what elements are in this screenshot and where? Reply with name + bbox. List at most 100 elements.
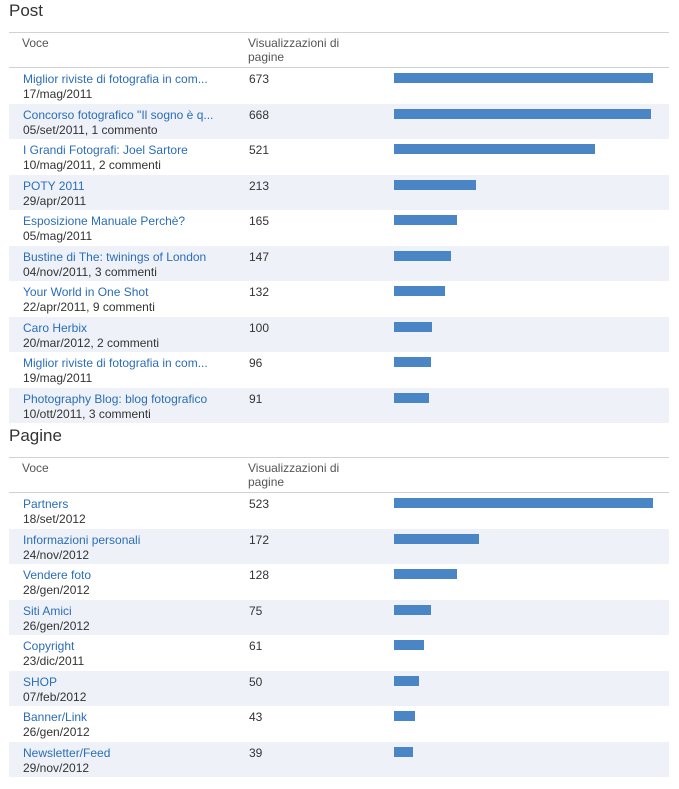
item-view-count: 523 [249, 497, 270, 511]
item-title-link[interactable]: Caro Herbix [23, 320, 88, 335]
item-title-link[interactable]: Informazioni personali [23, 532, 141, 547]
views-bar [394, 179, 476, 190]
item-title-link[interactable]: Your World in One Shot [23, 285, 149, 299]
item-title-link[interactable]: Copyright [23, 639, 75, 653]
views-bar [394, 569, 457, 579]
item-date-meta: 26/gen/2012 [23, 618, 90, 633]
item-view-count: 165 [249, 214, 270, 228]
item-date-meta: 24/nov/2012 [23, 547, 90, 562]
post-rows: Miglior riviste di fotografia in com... 1… [9, 68, 669, 423]
item-view-count: 132 [249, 285, 270, 299]
item-view-count: 96 [249, 356, 263, 370]
item-view-count: 521 [249, 143, 270, 157]
item-view-count: 50 [249, 674, 263, 689]
item-title-link[interactable]: Siti Amici [23, 603, 72, 618]
table-row: Your World in One Shot 22/apr/2011, 9 com… [9, 281, 669, 317]
item-title-link[interactable]: Miglior riviste di fotografia in com... [23, 356, 208, 370]
views-bar [394, 286, 445, 296]
item-date-meta: 22/apr/2011, 9 commenti [23, 300, 155, 314]
item-date-meta: 23/dic/2011 [23, 654, 85, 668]
item-title-link[interactable]: POTY 2011 [23, 178, 85, 193]
pagine-stats-table: Voce Visualizzazioni di pagine Partners 1… [9, 457, 669, 777]
item-title-link[interactable]: Newsletter/Feed [23, 745, 111, 760]
pagine-table-header: Voce Visualizzazioni di pagine [9, 457, 669, 493]
views-bar [394, 357, 431, 367]
column-header-views: Visualizzazioni di pagine [248, 461, 340, 489]
views-bar [394, 392, 429, 403]
item-date-meta: 28/gen/2012 [23, 583, 90, 597]
table-row: Bustine di The: twinings of London 04/nov… [9, 245, 669, 281]
views-bar [394, 108, 651, 119]
item-view-count: 147 [249, 249, 270, 264]
item-date-meta: 05/set/2011, 1 commento [23, 122, 158, 137]
item-date-meta: 26/gen/2012 [23, 725, 90, 739]
item-view-count: 100 [249, 320, 270, 335]
item-view-count: 128 [249, 568, 270, 582]
item-date-meta: 29/apr/2011 [23, 193, 87, 208]
table-row: Caro Herbix 20/mar/2012, 2 commenti 100 [9, 316, 669, 352]
column-header-voce: Voce [22, 36, 49, 50]
views-bar [394, 640, 424, 650]
views-bar [394, 675, 419, 686]
item-title-link[interactable]: Banner/Link [23, 710, 88, 724]
item-title-link[interactable]: Partners [23, 497, 69, 511]
item-date-meta: 05/mag/2011 [23, 229, 93, 243]
table-row: Miglior riviste di fotografia in com... 1… [9, 68, 669, 104]
item-view-count: 91 [249, 391, 263, 406]
post-stats-table: Voce Visualizzazioni di pagine Miglior r… [9, 32, 669, 423]
pagine-section-title: Pagine [9, 426, 62, 445]
table-row: Copyright 23/dic/2011 61 [9, 635, 669, 671]
item-title-link[interactable]: I Grandi Fotografi: Joel Sartore [23, 143, 188, 157]
table-row: Siti Amici 26/gen/2012 75 [9, 599, 669, 635]
item-date-meta: 29/nov/2012 [23, 760, 90, 775]
item-view-count: 172 [249, 532, 270, 547]
item-title-link[interactable]: Vendere foto [23, 568, 92, 582]
table-row: Vendere foto 28/gen/2012 128 [9, 564, 669, 600]
item-title-link[interactable]: SHOP [23, 674, 58, 689]
item-title-link[interactable]: Bustine di The: twinings of London [23, 249, 207, 264]
item-view-count: 43 [249, 710, 263, 724]
item-title-link[interactable]: Concorso fotografico "Il sogno è q... [23, 107, 214, 122]
views-bar [394, 498, 653, 508]
views-bar [394, 73, 653, 83]
table-row: Photography Blog: blog fotografico 10/ott… [9, 387, 669, 423]
post-table-header: Voce Visualizzazioni di pagine [9, 32, 669, 68]
item-title-link[interactable]: Miglior riviste di fotografia in com... [23, 72, 208, 86]
views-bar [394, 144, 595, 154]
table-row: Esposizione Manuale Perchè? 05/mag/2011 16… [9, 210, 669, 246]
item-title-link[interactable]: Photography Blog: blog fotografico [23, 391, 208, 406]
item-date-meta: 18/set/2012 [23, 512, 86, 526]
views-bar [394, 604, 431, 615]
views-bar [394, 533, 479, 544]
column-header-views: Visualizzazioni di pagine [248, 36, 340, 64]
item-date-meta: 17/mag/2011 [23, 87, 93, 101]
item-view-count: 75 [249, 603, 263, 618]
table-row: Banner/Link 26/gen/2012 43 [9, 706, 669, 742]
table-row: I Grandi Fotografi: Joel Sartore 10/mag/2… [9, 139, 669, 175]
views-bar [394, 321, 432, 332]
item-title-link[interactable]: Esposizione Manuale Perchè? [23, 214, 186, 228]
table-row: Newsletter/Feed 29/nov/2012 39 [9, 741, 669, 777]
pagine-rows: Partners 18/set/2012 523 Informazioni perso… [9, 493, 669, 777]
item-view-count: 39 [249, 745, 263, 760]
table-row: SHOP 07/feb/2012 50 [9, 670, 669, 706]
item-view-count: 61 [249, 639, 263, 653]
views-bar [394, 215, 457, 225]
views-bar [394, 711, 415, 721]
item-date-meta: 04/nov/2011, 3 commenti [23, 264, 157, 279]
item-view-count: 668 [249, 107, 270, 122]
item-view-count: 673 [249, 72, 270, 86]
column-header-voce: Voce [22, 461, 49, 475]
table-row: Partners 18/set/2012 523 [9, 493, 669, 529]
item-date-meta: 10/ott/2011, 3 commenti [23, 406, 151, 421]
item-date-meta: 10/mag/2011, 2 commenti [23, 158, 161, 172]
item-date-meta: 20/mar/2012, 2 commenti [23, 335, 160, 350]
table-row: Concorso fotografico "Il sogno è q... 05/… [9, 103, 669, 139]
views-bar [394, 746, 413, 757]
item-date-meta: 19/mag/2011 [23, 371, 93, 385]
item-view-count: 213 [249, 178, 270, 193]
table-row: Informazioni personali 24/nov/2012 172 [9, 528, 669, 564]
item-date-meta: 07/feb/2012 [23, 689, 87, 704]
post-section-title: Post [9, 1, 44, 20]
views-bar [394, 250, 451, 261]
